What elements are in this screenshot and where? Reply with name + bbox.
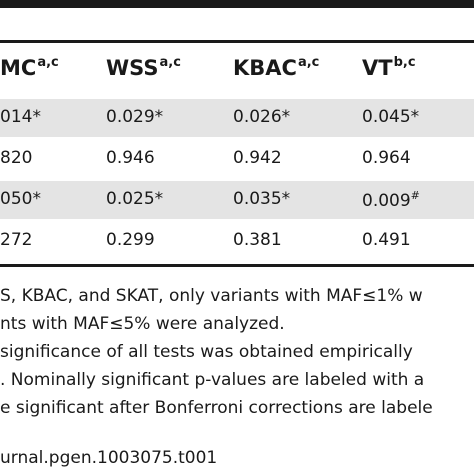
cell-kbac: 0.026* [233, 107, 291, 127]
table-row: 272 0.299 0.381 0.491 [0, 222, 474, 260]
cell-wss: 0.029* [106, 107, 164, 127]
cell-mc: 014* [0, 107, 41, 127]
header-mc: MCa,c [0, 55, 59, 80]
cell-kbac: 0.035* [233, 189, 291, 209]
cell-vt: 0.009# [362, 189, 420, 211]
footnote-line: e significant after Bonferroni correctio… [0, 398, 433, 418]
header-kbac: KBACa,c [233, 55, 320, 80]
table-row: 050* 0.025* 0.035* 0.009# [0, 181, 474, 219]
cell-mc: 050* [0, 189, 41, 209]
doi-reference: urnal.pgen.1003075.t001 [0, 448, 218, 468]
header-wss: WSSa,c [106, 55, 181, 80]
top-border [0, 0, 474, 8]
header-vt: VTb,c [362, 55, 416, 80]
bonferroni-mark: # [410, 189, 420, 202]
footnote-line: . Nominally significant p-values are lab… [0, 370, 425, 390]
table-row: 820 0.946 0.942 0.964 [0, 140, 474, 178]
footnote-line: nts with MAF≤5% were analyzed. [0, 314, 285, 334]
table-bottom-rule [0, 264, 474, 267]
cell-mc: 272 [0, 230, 33, 250]
cell-wss: 0.025* [106, 189, 164, 209]
cell-wss: 0.946 [106, 148, 155, 168]
cell-kbac: 0.381 [233, 230, 282, 250]
footnote-line: significance of all tests was obtained e… [0, 342, 413, 362]
table-row: 014* 0.029* 0.026* 0.045* [0, 99, 474, 137]
cell-vt: 0.491 [362, 230, 411, 250]
footnote-line: S, KBAC, and SKAT, only variants with MA… [0, 286, 423, 306]
cell-vt: 0.045* [362, 107, 420, 127]
cell-kbac: 0.942 [233, 148, 282, 168]
cell-wss: 0.299 [106, 230, 155, 250]
cell-mc: 820 [0, 148, 33, 168]
cell-vt: 0.964 [362, 148, 411, 168]
header-rule [0, 40, 474, 43]
